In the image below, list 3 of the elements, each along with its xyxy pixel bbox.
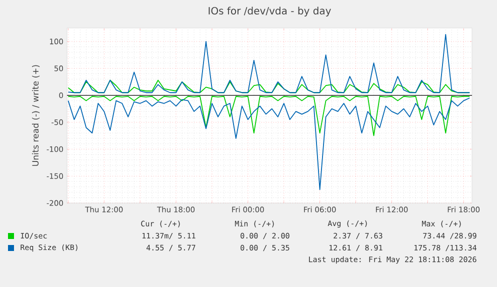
line-series	[68, 96, 470, 136]
chart-title: IOs for /dev/vda - by day	[208, 6, 331, 16]
y-axis-title: Units read (-) / write (+)	[32, 65, 40, 166]
